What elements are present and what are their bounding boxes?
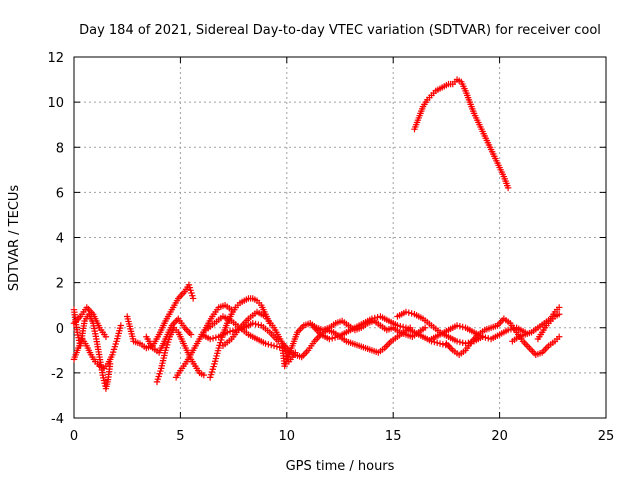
y-tick-label: 8	[56, 141, 64, 156]
data-point	[252, 320, 259, 328]
x-tick-label: 20	[491, 429, 508, 444]
grid	[74, 57, 606, 418]
x-tick-label: 15	[385, 429, 402, 444]
y-tick-label: -4	[51, 412, 64, 427]
data-point	[189, 295, 197, 302]
data-point	[405, 309, 413, 316]
data-point	[453, 338, 461, 345]
data-point	[555, 311, 563, 318]
data-point	[402, 308, 410, 316]
data-point	[456, 338, 464, 346]
x-axis-label: GPS time / hours	[286, 459, 395, 474]
data-point	[555, 304, 563, 311]
data-point	[326, 335, 333, 343]
y-tick-label: 6	[56, 186, 64, 201]
chart-title: Day 184 of 2021, Sidereal Day-to-day VTE…	[79, 23, 601, 38]
data-point	[436, 340, 444, 347]
data-point	[273, 343, 281, 350]
data-point	[206, 335, 214, 343]
data-point	[431, 338, 438, 346]
data-point	[397, 323, 404, 330]
data-point	[555, 333, 563, 340]
data-point	[408, 310, 415, 317]
data-point	[249, 320, 256, 327]
data-point	[229, 327, 237, 334]
data-point	[270, 342, 278, 349]
x-tick-labels: 0 5 10 15 20 25	[70, 429, 614, 444]
data-point	[399, 323, 407, 331]
data-point	[456, 323, 464, 330]
data-point	[276, 344, 283, 351]
data-point	[453, 322, 461, 329]
data-point	[255, 321, 262, 328]
data-point	[394, 322, 401, 329]
data-point	[212, 334, 220, 341]
y-tick-label: 0	[56, 322, 64, 337]
x-tick-label: 10	[279, 429, 296, 444]
y-tick-label: 4	[56, 232, 64, 247]
data-point	[421, 324, 429, 331]
data-point	[209, 335, 217, 342]
data-point	[262, 340, 269, 347]
data-point	[433, 339, 441, 346]
data-point	[459, 339, 466, 346]
data-point	[265, 341, 272, 348]
data-point	[331, 334, 339, 341]
data-point	[482, 334, 489, 341]
data-point	[117, 322, 125, 329]
data-point	[459, 323, 466, 331]
data-point	[187, 331, 195, 338]
data-points	[70, 76, 563, 392]
x-tick-label: 0	[70, 429, 78, 444]
y-tick-label: -2	[51, 367, 64, 382]
data-point	[504, 184, 512, 192]
data-point	[102, 333, 110, 340]
data-point	[368, 315, 376, 322]
y-tick-labels: -4 -2 0 2 4 6 8 10 12	[47, 51, 64, 427]
data-point	[439, 341, 447, 348]
data-point	[224, 329, 231, 336]
x-tick-label: 25	[598, 429, 615, 444]
data-point	[226, 328, 234, 335]
y-tick-label: 10	[47, 96, 64, 111]
data-point	[328, 335, 336, 342]
data-point	[267, 341, 275, 349]
x-tick-label: 5	[176, 429, 184, 444]
y-tick-label: 2	[56, 277, 64, 292]
data-point	[200, 371, 208, 379]
y-tick-label: 12	[47, 51, 64, 66]
y-axis-label: SDTVAR / TECUs	[7, 185, 22, 292]
data-point	[371, 314, 378, 322]
data-point	[504, 326, 512, 334]
